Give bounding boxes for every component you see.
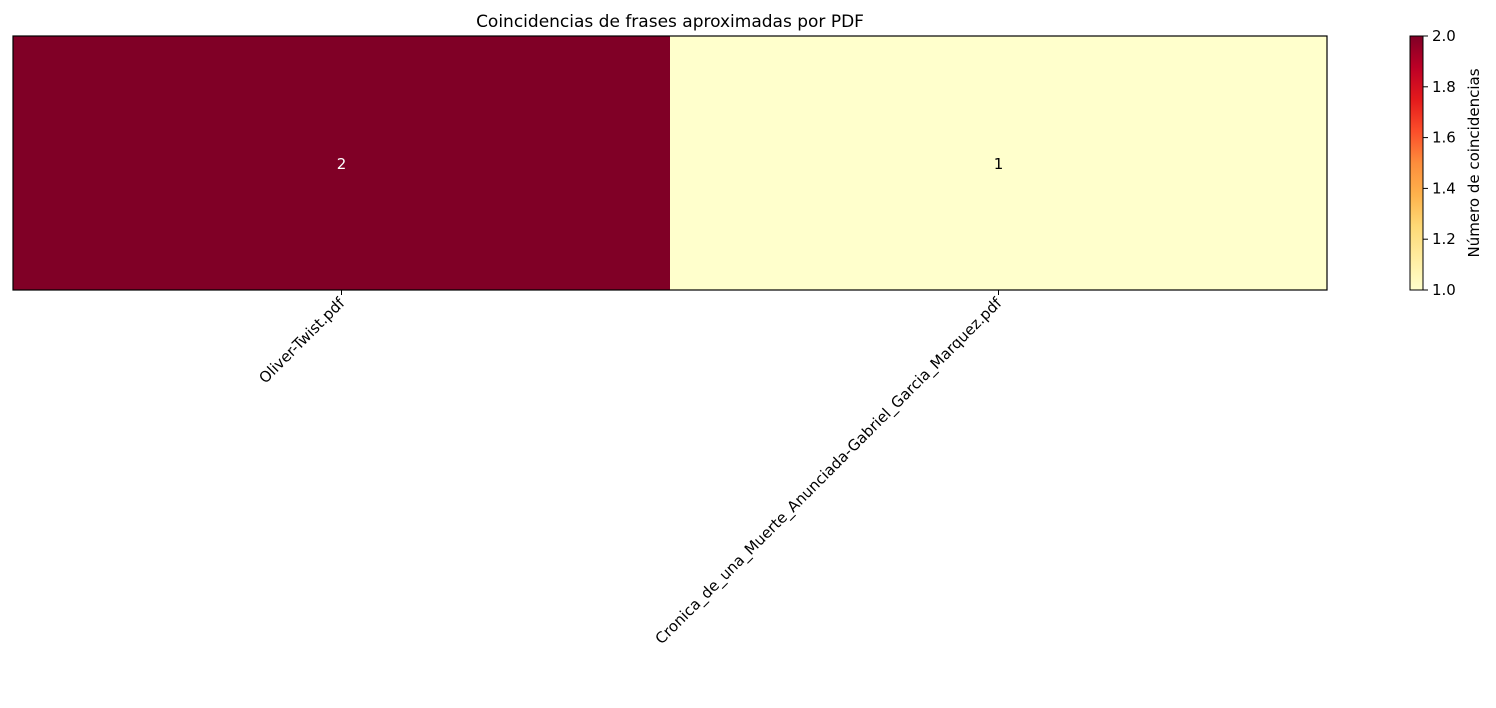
colorbar-label: Número de coincidencias [1465,68,1483,257]
colorbar-tick-label: 2.0 [1432,27,1456,45]
colorbar-tick-label: 1.8 [1432,78,1456,96]
colorbar-tick-label: 1.2 [1432,230,1456,248]
x-axis: Oliver-Twist.pdf Cronica_de_una_Muerte_An… [255,290,1007,649]
cell-value-label: 2 [337,155,347,173]
chart-title: Coincidencias de frases aproximadas por … [476,12,864,32]
colorbar: 1.0 1.2 1.4 1.6 1.8 2.0 Número de coincidenci… [1409,27,1483,299]
heatmap-cell [670,36,1327,290]
colorbar-tick-label: 1.0 [1432,281,1456,299]
colorbar-tick-label: 1.6 [1432,129,1456,147]
colorbar-gradient [1409,35,1424,291]
colorbar-ticks: 1.0 1.2 1.4 1.6 1.8 2.0 [1423,27,1456,299]
x-tick-label: Cronica_de_una_Muerte_Anunciada-Gabriel_… [652,294,1007,649]
x-tick-label: Oliver-Twist.pdf [255,294,348,387]
cell-value-label: 1 [994,155,1004,173]
colorbar-tick-label: 1.4 [1432,179,1456,197]
heatmap-cell [13,36,670,290]
plot-frame [12,35,1328,291]
